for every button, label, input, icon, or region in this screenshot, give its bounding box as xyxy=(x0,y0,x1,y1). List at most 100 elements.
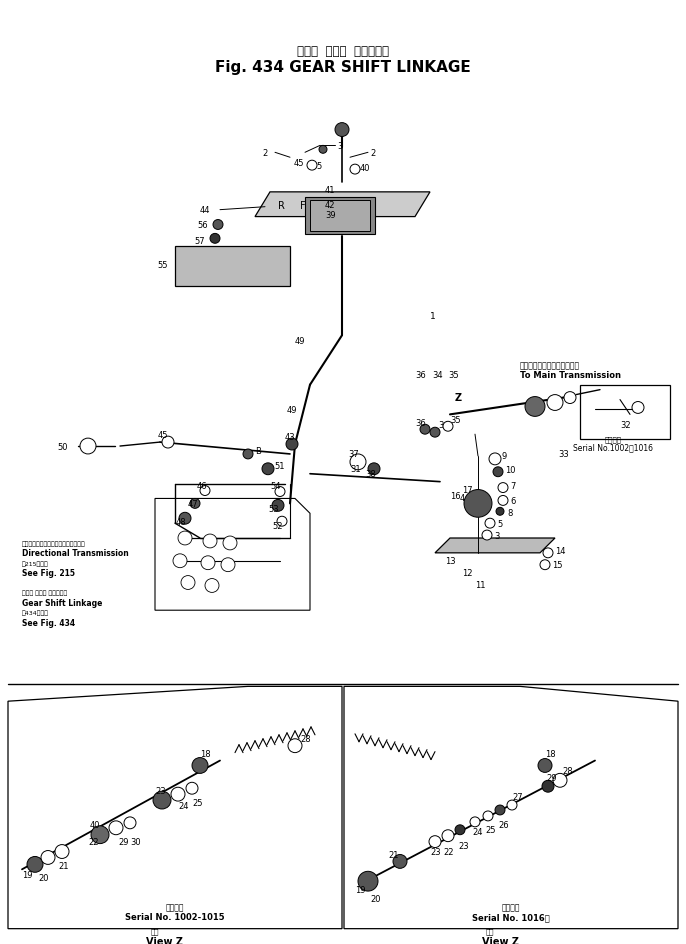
Text: 37: 37 xyxy=(348,450,359,459)
Text: 53: 53 xyxy=(268,504,279,514)
Circle shape xyxy=(203,534,217,548)
Text: 第215図参照: 第215図参照 xyxy=(22,561,49,566)
Text: Serial No. 1016～: Serial No. 1016～ xyxy=(472,912,550,921)
Text: 1: 1 xyxy=(430,312,436,321)
Circle shape xyxy=(350,454,366,470)
Text: F: F xyxy=(300,200,306,211)
Circle shape xyxy=(213,220,223,230)
Circle shape xyxy=(55,845,69,858)
Text: 21: 21 xyxy=(388,851,399,859)
Text: 23: 23 xyxy=(430,847,440,856)
Text: 36: 36 xyxy=(415,371,426,379)
Circle shape xyxy=(277,516,287,527)
Circle shape xyxy=(482,531,492,540)
Polygon shape xyxy=(175,247,290,287)
Text: R: R xyxy=(278,200,285,211)
Text: 56: 56 xyxy=(198,221,208,229)
Circle shape xyxy=(153,791,171,809)
Circle shape xyxy=(543,548,553,558)
Text: 18: 18 xyxy=(545,750,556,758)
Circle shape xyxy=(80,439,96,454)
Circle shape xyxy=(192,758,208,773)
Circle shape xyxy=(358,871,378,891)
Circle shape xyxy=(464,490,492,517)
Circle shape xyxy=(201,556,215,570)
Text: 27: 27 xyxy=(512,792,523,801)
Text: 19: 19 xyxy=(22,869,32,879)
Bar xyxy=(310,200,370,232)
Circle shape xyxy=(288,739,302,752)
Bar xyxy=(580,385,670,440)
Text: 矢印: 矢印 xyxy=(151,927,159,934)
Circle shape xyxy=(485,518,495,529)
Circle shape xyxy=(368,464,380,475)
Text: 49: 49 xyxy=(295,336,305,346)
Text: 34: 34 xyxy=(432,371,442,379)
Text: 23: 23 xyxy=(155,785,165,795)
Circle shape xyxy=(553,773,567,787)
Circle shape xyxy=(124,818,136,829)
Text: 42: 42 xyxy=(325,201,335,210)
Circle shape xyxy=(275,487,285,497)
Circle shape xyxy=(493,467,503,477)
Circle shape xyxy=(91,826,109,844)
Text: 9: 9 xyxy=(502,452,507,461)
Circle shape xyxy=(393,854,407,868)
Text: 24: 24 xyxy=(178,801,189,810)
Text: 20: 20 xyxy=(370,895,381,903)
Text: 49: 49 xyxy=(287,406,298,414)
Circle shape xyxy=(173,554,187,568)
Text: 40: 40 xyxy=(360,163,370,173)
Text: 20: 20 xyxy=(38,873,49,882)
Text: 3: 3 xyxy=(337,142,342,151)
Text: 10: 10 xyxy=(505,465,515,475)
Circle shape xyxy=(350,165,360,175)
Text: 13: 13 xyxy=(445,557,456,565)
Text: 23: 23 xyxy=(458,841,469,851)
Circle shape xyxy=(243,449,253,460)
Circle shape xyxy=(443,422,453,431)
Text: 5: 5 xyxy=(497,519,502,528)
Text: 22: 22 xyxy=(443,847,453,856)
Text: 31: 31 xyxy=(350,464,361,474)
Text: B: B xyxy=(255,447,261,456)
Text: 16: 16 xyxy=(450,492,460,500)
Circle shape xyxy=(262,464,274,475)
Text: 46: 46 xyxy=(197,481,208,491)
Circle shape xyxy=(540,560,550,570)
Circle shape xyxy=(538,759,552,772)
Circle shape xyxy=(547,396,563,411)
Text: Z: Z xyxy=(455,392,462,402)
Text: 39: 39 xyxy=(325,211,335,220)
Text: To Main Transmission: To Main Transmission xyxy=(520,371,621,379)
Text: 28: 28 xyxy=(300,734,311,744)
Circle shape xyxy=(171,787,185,801)
Text: ディレクショナルトランスミッション: ディレクショナルトランスミッション xyxy=(22,541,86,547)
Text: 57: 57 xyxy=(194,237,205,245)
Circle shape xyxy=(223,536,237,550)
Text: 29: 29 xyxy=(546,773,556,782)
Circle shape xyxy=(429,835,441,848)
Circle shape xyxy=(442,830,454,842)
Text: See Fig. 434: See Fig. 434 xyxy=(22,618,75,627)
Text: 2: 2 xyxy=(262,148,268,158)
Circle shape xyxy=(489,453,501,465)
Text: 22: 22 xyxy=(88,837,99,846)
Circle shape xyxy=(525,397,545,417)
Text: 3: 3 xyxy=(494,531,499,540)
Circle shape xyxy=(205,579,219,593)
Text: 55: 55 xyxy=(158,261,168,269)
Text: See Fig. 215: See Fig. 215 xyxy=(22,568,75,578)
Circle shape xyxy=(455,825,465,834)
Text: 21: 21 xyxy=(58,861,69,870)
Text: 26: 26 xyxy=(498,820,508,830)
Text: View Z: View Z xyxy=(147,936,183,944)
Text: 第434図参照: 第434図参照 xyxy=(22,610,49,615)
Circle shape xyxy=(221,558,235,572)
Circle shape xyxy=(200,486,210,496)
Text: ギヤー シフト リンケージ: ギヤー シフト リンケージ xyxy=(22,590,67,596)
Text: 適用番号: 適用番号 xyxy=(166,902,185,912)
Circle shape xyxy=(186,783,198,794)
Circle shape xyxy=(178,531,192,546)
Circle shape xyxy=(632,402,644,414)
